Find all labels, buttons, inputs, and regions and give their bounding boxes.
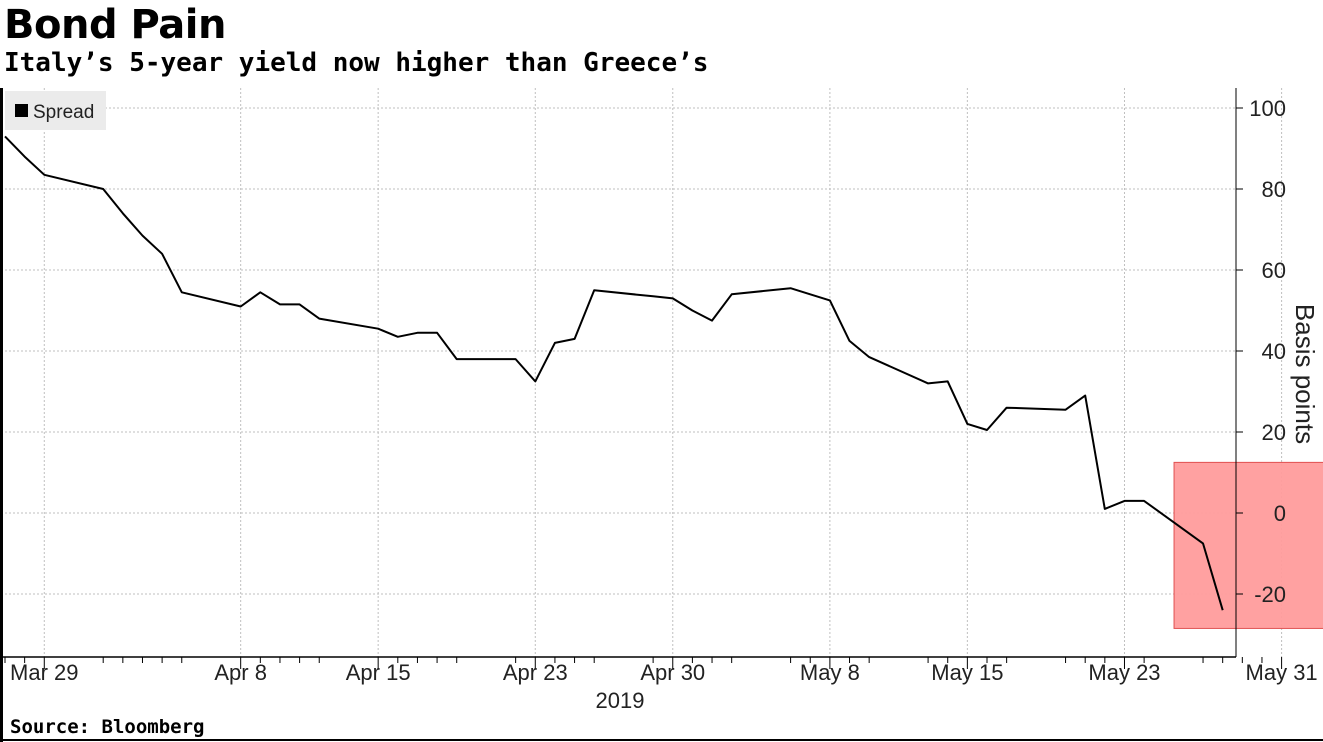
x-tick-label: Apr 23 — [503, 660, 568, 685]
source-note: Source: Bloomberg — [10, 716, 205, 738]
y-tick-label: 40 — [1262, 339, 1286, 364]
x-axis-year-label: 2019 — [596, 688, 645, 713]
highlight-box — [1173, 461, 1323, 629]
x-tick-label: May 31 — [1246, 660, 1318, 685]
series-layer — [4, 135, 1224, 611]
legend-label-spread: Spread — [33, 102, 94, 123]
legend-swatch-spread — [15, 104, 28, 117]
x-tick-label: Mar 29 — [10, 660, 78, 685]
chart-title: Bond Pain — [4, 2, 226, 48]
y-tick-label: 0 — [1274, 501, 1286, 526]
y-tick-label: 60 — [1262, 258, 1286, 283]
x-tick-label: Apr 30 — [640, 660, 705, 685]
x-tick-label: Apr 15 — [346, 660, 411, 685]
series-line-spread — [4, 135, 1224, 611]
x-tick-label: Apr 8 — [214, 660, 267, 685]
x-tick-label: May 23 — [1088, 660, 1160, 685]
legend: Spread — [5, 91, 106, 130]
bottom-border — [0, 739, 1323, 741]
y-tick-label: 20 — [1262, 420, 1286, 445]
grid-lines — [5, 88, 1283, 657]
axes-layer: -20 0 20 40 60 80 100 Mar 29 Apr 8 Apr 15 Apr 23 Ap… — [0, 88, 1318, 685]
y-axis-title: Basis points — [1290, 304, 1320, 444]
left-border — [0, 88, 3, 742]
chart-subtitle: Italy’s 5-year yield now higher than Gre… — [4, 48, 709, 78]
y-tick-label: 100 — [1249, 96, 1286, 121]
x-tick-label: May 8 — [800, 660, 860, 685]
x-tick-label: May 15 — [931, 660, 1003, 685]
y-tick-label: -20 — [1254, 582, 1286, 607]
highlight-layer — [1173, 461, 1323, 629]
y-tick-label: 80 — [1262, 177, 1286, 202]
